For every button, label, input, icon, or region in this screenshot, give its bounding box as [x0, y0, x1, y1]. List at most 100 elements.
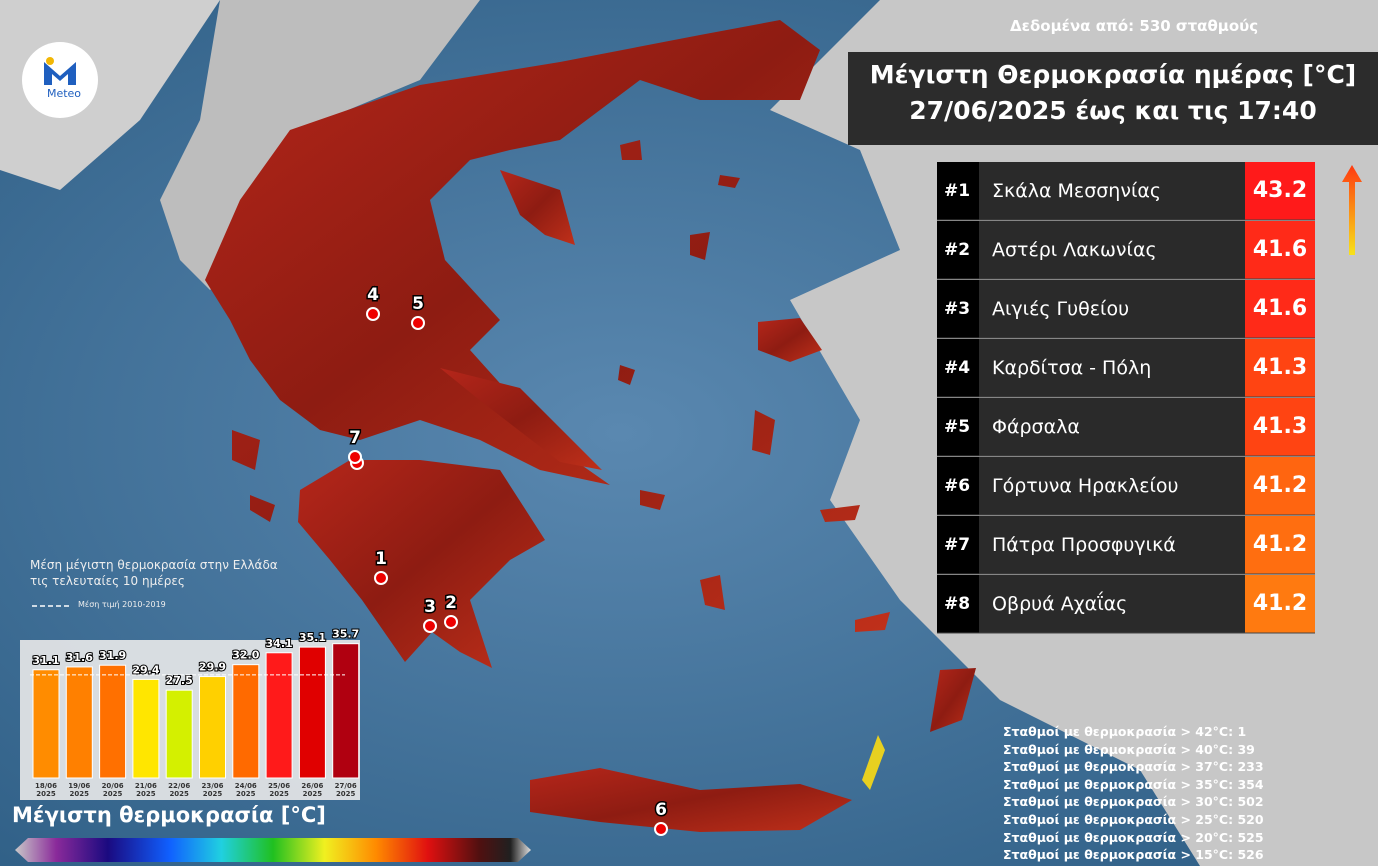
ranking-rank-cell	[937, 280, 979, 338]
x-tick-label: 25/06 2025	[268, 782, 291, 798]
bar	[32, 669, 60, 779]
ranking-row	[937, 339, 1245, 397]
title-line: Μέγιστη Θερμοκρασία ημέρας [°C]	[869, 60, 1357, 89]
logo-dot	[46, 57, 54, 65]
ranking-row	[937, 280, 1245, 338]
ranking-station: Καρδίτσα - Πόλη	[992, 357, 1152, 379]
station-marker	[444, 615, 458, 629]
station-marker	[423, 619, 437, 633]
x-tick-label: 20/06 2025	[101, 782, 124, 798]
station-marker-label: 3	[424, 597, 436, 617]
x-tick-label: 21/06 2025	[134, 782, 157, 798]
ranking-rank-cell	[937, 516, 979, 574]
colorbar	[15, 838, 531, 862]
ranking-rank-cell	[937, 398, 979, 456]
source: Δεδομένα από: 530 σταθμούς	[1010, 17, 1259, 35]
ranking-arrow	[1342, 165, 1362, 255]
station-count: Σταθμοί με θερμοκρασία > 15°C: 526	[1003, 847, 1264, 863]
ranking-value-cell	[1245, 221, 1315, 279]
station-marker-label: 2	[445, 593, 457, 613]
bar-value-label: 31.6	[66, 651, 93, 664]
ranking-rank: #2	[944, 240, 971, 260]
title-line: 27/06/2025 έως και τις 17:40	[909, 96, 1317, 125]
logo-text: Meteo	[47, 87, 81, 100]
ranking-row	[937, 221, 1245, 279]
x-tick-label: 27/06 2025	[334, 782, 357, 798]
colorbar-title: Μέγιστη θερμοκρασία [°C]	[12, 803, 326, 827]
ranking-value-cell	[1245, 516, 1315, 574]
ranking-value: 41.2	[1252, 591, 1308, 616]
ranking-row	[937, 516, 1245, 574]
ranking-rank: #4	[944, 358, 971, 378]
legend-label: Μέση τιμή 2010-2019	[78, 600, 166, 609]
station-marker	[374, 571, 388, 585]
station-marker	[654, 822, 668, 836]
bar-value-label: 27.5	[166, 674, 193, 687]
station-count: Σταθμοί με θερμοκρασία > 37°C: 233	[1003, 759, 1264, 775]
bar	[65, 666, 93, 779]
station-marker-label: 6	[655, 800, 667, 820]
ranking-value-cell	[1245, 457, 1315, 515]
bar	[232, 664, 260, 779]
ranking-rank-cell	[937, 457, 979, 515]
land-evia	[440, 368, 602, 470]
bar	[132, 678, 160, 779]
station-count: Σταθμοί με θερμοκρασία > 30°C: 502	[1003, 794, 1264, 810]
ranking-value-cell	[1245, 575, 1315, 633]
ranking-row	[937, 162, 1245, 220]
ranking-row	[937, 457, 1245, 515]
station-marker	[411, 316, 425, 330]
ranking-rank-cell	[937, 221, 979, 279]
ranking-station: Φάρσαλα	[992, 416, 1080, 438]
land-chalkidiki	[500, 170, 575, 245]
title-box	[848, 52, 1378, 145]
station-marker-label: 1	[375, 549, 387, 569]
chart-subtitle: τις τελευταίες 10 ημέρες	[30, 574, 185, 588]
ranking-value: 41.6	[1252, 237, 1308, 262]
ranking-rank: #7	[944, 535, 971, 555]
bar-value-label: 35.1	[299, 631, 326, 644]
ranking-value-cell	[1245, 339, 1315, 397]
bar-value-label: 29.9	[199, 661, 226, 674]
bar-value-label: 32.0	[232, 649, 259, 662]
x-tick-label: 19/06 2025	[68, 782, 91, 798]
ranking-value: 41.2	[1252, 532, 1308, 557]
land-greece-mainland	[205, 20, 820, 485]
ranking-value: 41.2	[1252, 473, 1308, 498]
ranking-value: 41.3	[1252, 414, 1308, 439]
bar	[99, 664, 127, 779]
land-crete	[530, 768, 852, 832]
ranking-row	[937, 398, 1245, 456]
chart-title: Μέση μέγιστη θερμοκρασία στην Ελλάδα	[30, 558, 278, 572]
ranking-value-cell	[1245, 280, 1315, 338]
station-count: Σταθμοί με θερμοκρασία > 42°C: 1	[1003, 724, 1247, 739]
ranking-station: Οβρυά Αχαΐας	[992, 593, 1128, 615]
bar	[332, 643, 360, 779]
x-tick-label: 22/06 2025	[168, 782, 191, 798]
ranking-station: Σκάλα Μεσσηνίας	[992, 180, 1162, 202]
station-marker-label: 7	[349, 428, 361, 448]
land-peloponnese	[298, 460, 545, 668]
bar-value-label: 29.4	[132, 663, 159, 676]
ranking-rank: #5	[944, 417, 971, 437]
bar-value-label: 31.9	[99, 649, 126, 662]
land-karpathos	[862, 735, 885, 790]
ranking-value: 41.6	[1252, 296, 1308, 321]
bar-value-label: 35.7	[332, 628, 359, 641]
x-tick-label: 23/06 2025	[201, 782, 224, 798]
land-rhodes	[930, 668, 976, 732]
bar-value-label: 31.1	[32, 654, 59, 667]
station-marker	[366, 307, 380, 321]
land-lesvos	[758, 318, 822, 362]
ranking-rank-cell	[937, 162, 979, 220]
station-marker-label: 4	[367, 285, 379, 305]
ranking-rank: #3	[944, 299, 971, 319]
ranking-station: Γόρτυνα Ηρακλείου	[992, 475, 1179, 497]
bar	[165, 689, 193, 779]
ranking-value: 43.2	[1252, 178, 1308, 203]
ranking-station: Πάτρα Προσφυγικά	[992, 534, 1176, 556]
ranking-rank: #8	[944, 594, 971, 614]
x-tick-label: 24/06 2025	[234, 782, 257, 798]
